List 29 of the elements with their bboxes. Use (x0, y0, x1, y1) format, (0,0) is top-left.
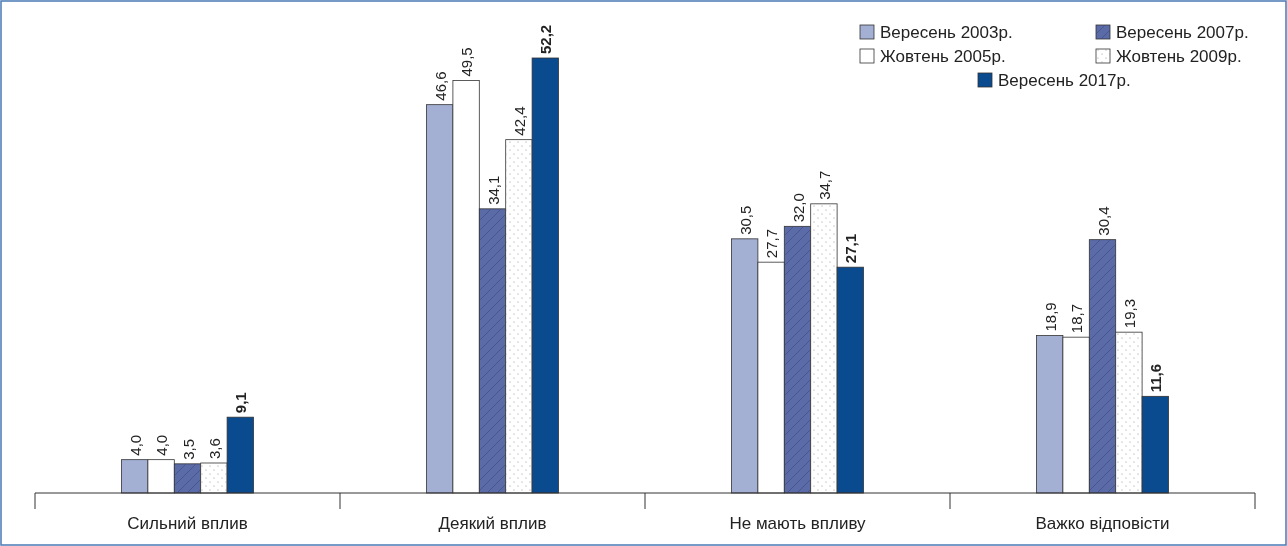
data-label: 46,6 (431, 71, 449, 101)
x-tick-label: Деякий вплив (438, 514, 547, 533)
x-tick-label: Сильний вплив (127, 514, 248, 533)
data-label: 3,6 (205, 438, 223, 459)
data-label: 9,1 (232, 392, 250, 414)
legend-label: Вересень 2017р. (998, 71, 1131, 90)
legend-label: Жовтень 2005р. (880, 47, 1006, 66)
data-label: 11,6 (1147, 363, 1165, 393)
legend-label: Вересень 2007р. (1116, 23, 1249, 42)
data-label: 30,5 (736, 205, 754, 235)
data-label: 34,7 (815, 170, 833, 200)
data-label: 42,4 (510, 106, 528, 136)
data-label: 27,1 (842, 233, 860, 264)
data-label: 49,5 (458, 47, 476, 77)
data-label: 18,9 (1041, 302, 1059, 332)
data-label: 52,2 (537, 24, 555, 54)
data-label: 19,3 (1120, 298, 1138, 329)
data-label: 27,7 (763, 228, 781, 259)
data-label: 34,1 (484, 175, 502, 205)
data-label: 4,0 (153, 434, 171, 456)
data-label: 30,4 (1094, 206, 1112, 236)
data-label: 3,5 (179, 438, 197, 460)
legend-label: Жовтень 2009р. (1116, 47, 1242, 66)
data-label: 18,7 (1068, 303, 1086, 334)
data-label: 4,0 (126, 434, 144, 456)
x-tick-label: Важко відповісти (1035, 514, 1170, 533)
legend-label: Вересень 2003р. (880, 23, 1013, 42)
data-label: 32,0 (789, 193, 807, 223)
x-tick-label: Не мають впливу (729, 514, 867, 533)
